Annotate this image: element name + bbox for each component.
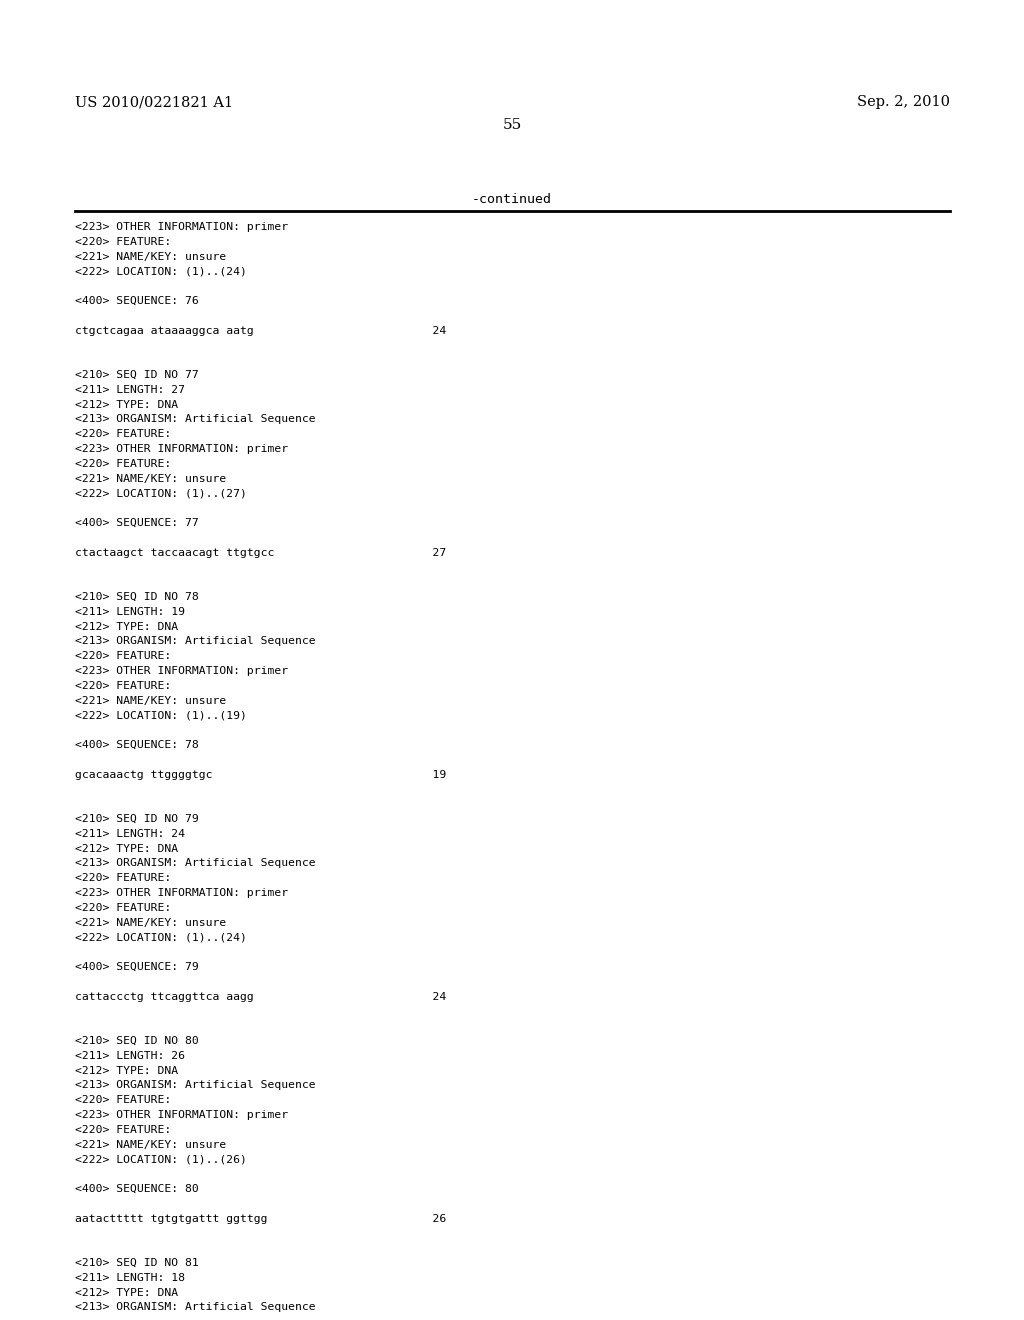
Text: <210> SEQ ID NO 80: <210> SEQ ID NO 80 xyxy=(75,1036,199,1045)
Text: <213> ORGANISM: Artificial Sequence: <213> ORGANISM: Artificial Sequence xyxy=(75,1080,315,1090)
Text: <220> FEATURE:: <220> FEATURE: xyxy=(75,681,171,690)
Text: ctgctcagaa ataaaaggca aatg                          24: ctgctcagaa ataaaaggca aatg 24 xyxy=(75,326,446,335)
Text: <220> FEATURE:: <220> FEATURE: xyxy=(75,1125,171,1135)
Text: <220> FEATURE:: <220> FEATURE: xyxy=(75,236,171,247)
Text: aatacttttt tgtgtgattt ggttgg                        26: aatacttttt tgtgtgattt ggttgg 26 xyxy=(75,1213,446,1224)
Text: <222> LOCATION: (1)..(24): <222> LOCATION: (1)..(24) xyxy=(75,267,247,276)
Text: <212> TYPE: DNA: <212> TYPE: DNA xyxy=(75,1287,178,1298)
Text: US 2010/0221821 A1: US 2010/0221821 A1 xyxy=(75,95,233,110)
Text: <223> OTHER INFORMATION: primer: <223> OTHER INFORMATION: primer xyxy=(75,1110,288,1119)
Text: <221> NAME/KEY: unsure: <221> NAME/KEY: unsure xyxy=(75,917,226,928)
Text: <220> FEATURE:: <220> FEATURE: xyxy=(75,903,171,913)
Text: 55: 55 xyxy=(503,117,521,132)
Text: <222> LOCATION: (1)..(19): <222> LOCATION: (1)..(19) xyxy=(75,710,247,721)
Text: <400> SEQUENCE: 80: <400> SEQUENCE: 80 xyxy=(75,1184,199,1195)
Text: <212> TYPE: DNA: <212> TYPE: DNA xyxy=(75,400,178,409)
Text: <223> OTHER INFORMATION: primer: <223> OTHER INFORMATION: primer xyxy=(75,444,288,454)
Text: <400> SEQUENCE: 76: <400> SEQUENCE: 76 xyxy=(75,296,199,306)
Text: <223> OTHER INFORMATION: primer: <223> OTHER INFORMATION: primer xyxy=(75,888,288,898)
Text: <221> NAME/KEY: unsure: <221> NAME/KEY: unsure xyxy=(75,474,226,483)
Text: <211> LENGTH: 18: <211> LENGTH: 18 xyxy=(75,1272,185,1283)
Text: gcacaaactg ttggggtgc                                19: gcacaaactg ttggggtgc 19 xyxy=(75,770,446,780)
Text: <222> LOCATION: (1)..(26): <222> LOCATION: (1)..(26) xyxy=(75,1155,247,1164)
Text: <223> OTHER INFORMATION: primer: <223> OTHER INFORMATION: primer xyxy=(75,667,288,676)
Text: ctactaagct taccaacagt ttgtgcc                       27: ctactaagct taccaacagt ttgtgcc 27 xyxy=(75,548,446,557)
Text: <213> ORGANISM: Artificial Sequence: <213> ORGANISM: Artificial Sequence xyxy=(75,636,315,647)
Text: <213> ORGANISM: Artificial Sequence: <213> ORGANISM: Artificial Sequence xyxy=(75,414,315,425)
Text: cattaccctg ttcaggttca aagg                          24: cattaccctg ttcaggttca aagg 24 xyxy=(75,991,446,1002)
Text: <223> OTHER INFORMATION: primer: <223> OTHER INFORMATION: primer xyxy=(75,222,288,232)
Text: <212> TYPE: DNA: <212> TYPE: DNA xyxy=(75,1065,178,1076)
Text: <220> FEATURE:: <220> FEATURE: xyxy=(75,1096,171,1105)
Text: <213> ORGANISM: Artificial Sequence: <213> ORGANISM: Artificial Sequence xyxy=(75,858,315,869)
Text: <210> SEQ ID NO 77: <210> SEQ ID NO 77 xyxy=(75,370,199,380)
Text: <400> SEQUENCE: 77: <400> SEQUENCE: 77 xyxy=(75,517,199,528)
Text: <211> LENGTH: 26: <211> LENGTH: 26 xyxy=(75,1051,185,1061)
Text: <220> FEATURE:: <220> FEATURE: xyxy=(75,651,171,661)
Text: <220> FEATURE:: <220> FEATURE: xyxy=(75,429,171,440)
Text: <220> FEATURE:: <220> FEATURE: xyxy=(75,874,171,883)
Text: <210> SEQ ID NO 81: <210> SEQ ID NO 81 xyxy=(75,1258,199,1269)
Text: <211> LENGTH: 24: <211> LENGTH: 24 xyxy=(75,829,185,838)
Text: <400> SEQUENCE: 79: <400> SEQUENCE: 79 xyxy=(75,962,199,972)
Text: <211> LENGTH: 19: <211> LENGTH: 19 xyxy=(75,607,185,616)
Text: <222> LOCATION: (1)..(27): <222> LOCATION: (1)..(27) xyxy=(75,488,247,499)
Text: -continued: -continued xyxy=(472,193,552,206)
Text: <210> SEQ ID NO 78: <210> SEQ ID NO 78 xyxy=(75,591,199,602)
Text: <211> LENGTH: 27: <211> LENGTH: 27 xyxy=(75,385,185,395)
Text: <400> SEQUENCE: 78: <400> SEQUENCE: 78 xyxy=(75,741,199,750)
Text: <220> FEATURE:: <220> FEATURE: xyxy=(75,459,171,469)
Text: <221> NAME/KEY: unsure: <221> NAME/KEY: unsure xyxy=(75,696,226,706)
Text: <213> ORGANISM: Artificial Sequence: <213> ORGANISM: Artificial Sequence xyxy=(75,1303,315,1312)
Text: <221> NAME/KEY: unsure: <221> NAME/KEY: unsure xyxy=(75,252,226,261)
Text: <222> LOCATION: (1)..(24): <222> LOCATION: (1)..(24) xyxy=(75,932,247,942)
Text: <212> TYPE: DNA: <212> TYPE: DNA xyxy=(75,843,178,854)
Text: <212> TYPE: DNA: <212> TYPE: DNA xyxy=(75,622,178,631)
Text: <210> SEQ ID NO 79: <210> SEQ ID NO 79 xyxy=(75,814,199,824)
Text: Sep. 2, 2010: Sep. 2, 2010 xyxy=(857,95,950,110)
Text: <221> NAME/KEY: unsure: <221> NAME/KEY: unsure xyxy=(75,1139,226,1150)
